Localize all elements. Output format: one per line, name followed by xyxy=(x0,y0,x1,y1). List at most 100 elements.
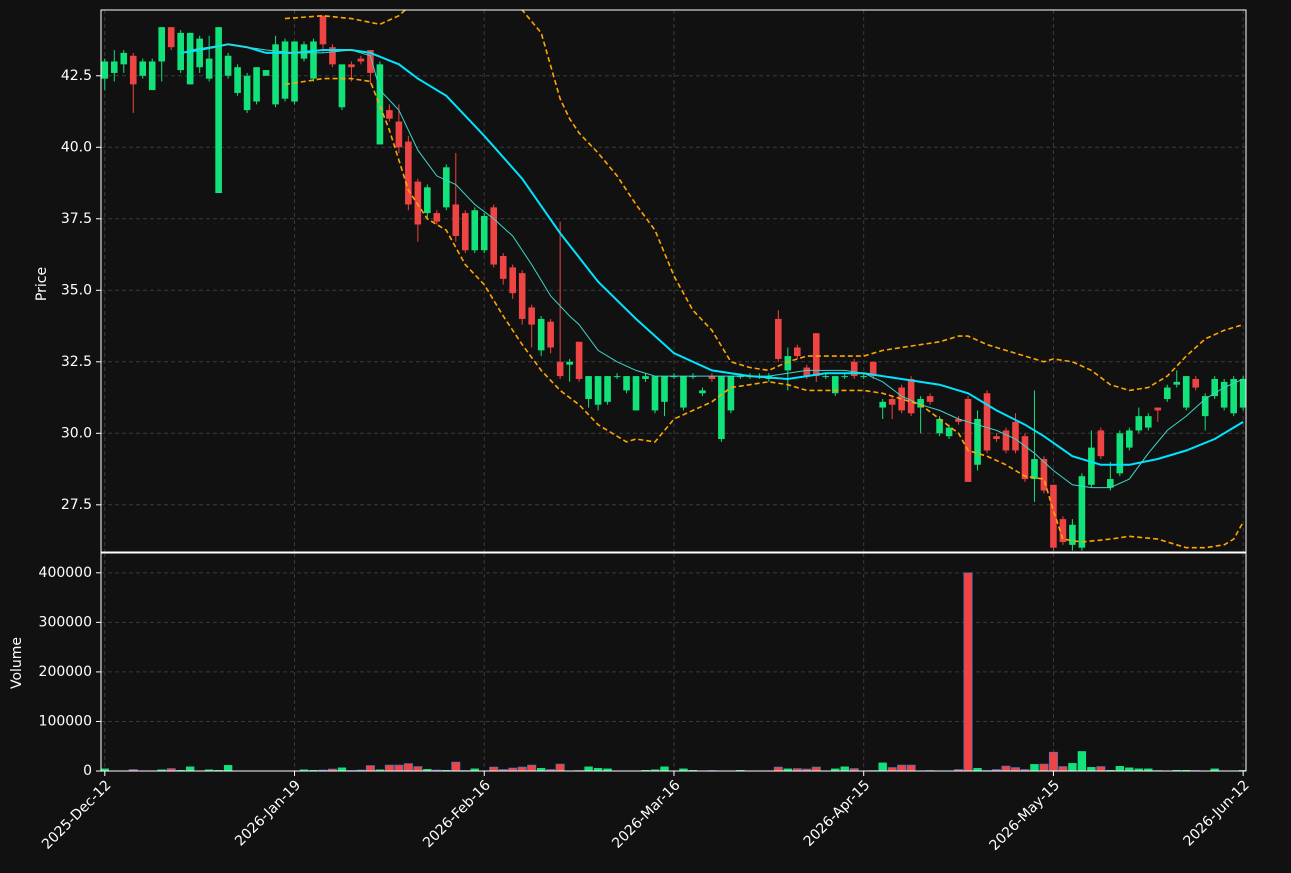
candle-body xyxy=(955,419,962,422)
candle-body xyxy=(518,273,526,319)
candle-body xyxy=(1097,430,1105,457)
candle-body xyxy=(1173,381,1181,385)
candle-body xyxy=(1012,421,1019,451)
candle-body xyxy=(680,376,687,408)
candle-body xyxy=(708,376,716,379)
volume-bar xyxy=(593,768,603,771)
y-tick-label: 0 xyxy=(83,763,92,779)
y-tick-label: 32.5 xyxy=(61,354,92,370)
volume-bar xyxy=(650,769,660,771)
candle-body xyxy=(803,367,811,377)
candle-body xyxy=(850,361,858,377)
candle-body xyxy=(1116,433,1124,474)
volume-bar xyxy=(337,767,347,771)
y-tick-label: 42.5 xyxy=(61,68,92,84)
candle-body xyxy=(642,376,649,379)
candle-body xyxy=(386,110,393,119)
candle-body xyxy=(196,38,203,68)
volume-bar xyxy=(831,768,840,771)
candle-body xyxy=(262,70,270,76)
y-tick-label: 30.0 xyxy=(61,425,92,441)
candle-body xyxy=(841,376,849,378)
volume-bar xyxy=(783,768,793,771)
candle-body xyxy=(793,347,801,357)
plot-area xyxy=(101,10,1246,552)
candle-body xyxy=(1069,524,1076,545)
y-tick-label: 27.5 xyxy=(61,497,92,513)
candle-body xyxy=(158,27,166,62)
volume-bar xyxy=(1068,763,1077,771)
candle-body xyxy=(357,58,365,62)
volume-bar xyxy=(403,763,413,771)
volume-bar xyxy=(423,769,432,771)
y-tick-label: 100000 xyxy=(39,713,92,729)
volume-bar xyxy=(204,769,214,771)
volume-bar xyxy=(1134,768,1144,771)
volume-bar xyxy=(327,768,337,771)
volume-bar xyxy=(1048,751,1058,771)
candle-body xyxy=(1239,378,1246,408)
candle-body xyxy=(822,376,830,378)
volume-bar xyxy=(1010,767,1020,771)
candle-body xyxy=(433,213,441,222)
volume-bar xyxy=(299,769,309,771)
volume-bar xyxy=(773,766,783,771)
candle-body xyxy=(405,141,412,205)
candle-body xyxy=(775,318,782,359)
volume-bar xyxy=(603,768,612,771)
volume-bar xyxy=(1144,768,1153,771)
candle-body xyxy=(1021,436,1029,480)
volume-bar xyxy=(963,572,973,771)
candle-body xyxy=(623,376,630,391)
volume-bar xyxy=(840,766,849,771)
volume-bar xyxy=(897,764,907,771)
candle-body xyxy=(1002,430,1010,451)
volume-bar xyxy=(1115,766,1125,771)
volume-bar xyxy=(584,766,593,771)
candle-body xyxy=(329,47,336,65)
volume-bar xyxy=(489,766,499,771)
candle-body xyxy=(613,376,621,378)
candle-body xyxy=(727,376,735,411)
volume-bar xyxy=(223,765,233,771)
y-tick-label: 300000 xyxy=(39,614,92,630)
candle-body xyxy=(480,215,488,251)
candle-body xyxy=(139,61,147,76)
candle-body xyxy=(234,67,241,93)
candle-body xyxy=(1144,416,1152,428)
candle-body xyxy=(120,52,128,65)
candle-body xyxy=(253,67,260,102)
candle-body xyxy=(879,401,886,408)
volume-bar xyxy=(470,768,479,771)
candle-body xyxy=(167,27,175,48)
candle-body xyxy=(585,376,592,399)
candle-body xyxy=(1192,378,1200,388)
volume-bar xyxy=(679,768,688,771)
volume-bar xyxy=(555,763,565,771)
candle-body xyxy=(594,376,602,405)
volume-bar xyxy=(811,766,821,771)
volume-bar xyxy=(1087,767,1096,771)
candle-body xyxy=(376,64,384,145)
candle-body xyxy=(632,376,640,411)
candle-body xyxy=(461,213,469,251)
candle-body xyxy=(547,321,554,348)
candle-body xyxy=(575,341,583,379)
indicator-line xyxy=(284,77,1244,549)
candle-body xyxy=(1154,407,1162,411)
y-tick-label: 40.0 xyxy=(61,139,92,155)
indicator-line xyxy=(284,10,1244,392)
candle-body xyxy=(936,419,943,434)
candle-body xyxy=(186,32,194,85)
candle-body xyxy=(1230,378,1237,414)
candle-body xyxy=(1211,378,1218,397)
volume-bar xyxy=(413,766,423,771)
candle-body xyxy=(898,387,905,411)
candle-body xyxy=(243,75,251,111)
candle-body xyxy=(651,376,659,411)
panel-frame xyxy=(100,9,1247,553)
volume-bar xyxy=(157,769,166,771)
candle-body xyxy=(1126,430,1133,448)
